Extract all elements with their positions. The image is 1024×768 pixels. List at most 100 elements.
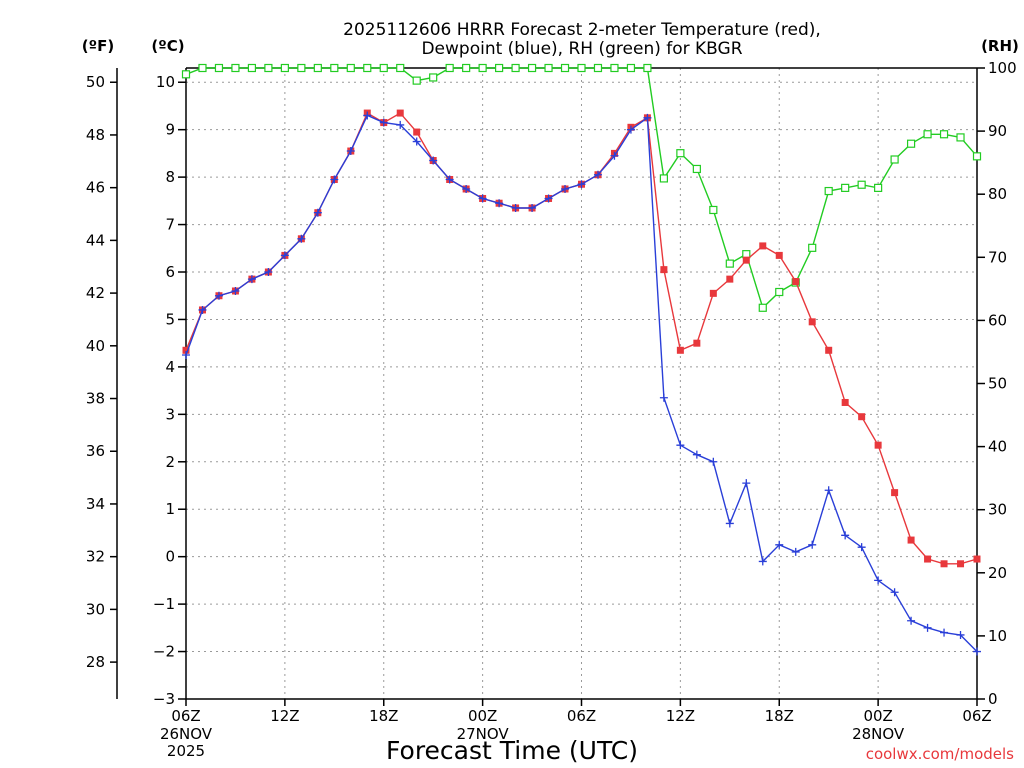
dewpoint-point	[544, 194, 553, 203]
celsius-tick-label: 9	[165, 121, 175, 139]
rh-unit-label: (RH)	[981, 37, 1019, 55]
temperature-point	[891, 489, 899, 497]
rh-point	[725, 259, 734, 268]
temperature-point	[808, 318, 816, 326]
x-tick-date-label: 27NOV	[457, 725, 510, 743]
fahrenheit-tick-label: 30	[86, 600, 105, 618]
dewpoint-point	[643, 113, 652, 122]
rh-tick-label: 60	[988, 311, 1007, 329]
temperature-point	[660, 266, 668, 274]
fahrenheit-tick-label: 34	[86, 495, 105, 513]
dewpoint-point	[610, 151, 619, 160]
dewpoint-point	[841, 531, 850, 540]
dewpoint-point	[692, 450, 701, 459]
temperature-point	[413, 128, 421, 136]
rh-point	[593, 63, 603, 73]
temperature-point	[907, 536, 915, 544]
rh-point	[429, 73, 438, 82]
celsius-tick-label: 8	[165, 168, 175, 186]
rh-point	[956, 133, 965, 142]
dewpoint-point	[280, 251, 289, 260]
rh-point	[214, 63, 224, 73]
x-tick-label: 06Z	[171, 707, 200, 725]
dewpoint-point	[709, 457, 718, 466]
dewpoint-point	[511, 203, 520, 212]
celsius-tick-label: 7	[165, 216, 175, 234]
chart-title-line-1: 2025112606 HRRR Forecast 2-meter Tempera…	[343, 20, 821, 40]
celsius-tick-label: 3	[165, 405, 175, 423]
temperature-point	[676, 346, 684, 354]
temperature-point	[693, 339, 701, 347]
rh-point	[280, 63, 289, 73]
fahrenheit-tick-label: 28	[86, 653, 105, 671]
rh-tick-label: 40	[988, 438, 1007, 456]
x-tick-label: 18Z	[765, 707, 794, 725]
celsius-tick-label: −1	[153, 595, 175, 613]
fahrenheit-tick-label: 42	[86, 284, 105, 302]
fahrenheit-tick-label: 48	[86, 126, 105, 144]
rh-point	[939, 130, 949, 139]
rh-point	[297, 63, 306, 73]
dewpoint-point	[363, 111, 372, 120]
x-tick-label: 12Z	[270, 707, 299, 725]
dewpoint-point	[330, 175, 339, 184]
temperature-point	[396, 109, 404, 117]
temperature-point	[825, 346, 833, 354]
rh-point	[346, 63, 355, 73]
dewpoint-point	[824, 486, 833, 495]
x-tick-date-label: 28NOV	[852, 725, 905, 743]
x-tick-label: 00Z	[863, 707, 892, 725]
celsius-tick-label: 0	[165, 548, 175, 566]
chart-title-line-2: Dewpoint (blue), RH (green) for KBGR	[421, 39, 742, 59]
temperature-point	[940, 560, 948, 568]
rh-point	[923, 130, 932, 139]
temperature-point	[742, 256, 750, 264]
x-tick-label: 00Z	[468, 707, 497, 725]
celsius-tick-label: −3	[153, 690, 175, 708]
celsius-tick-label: 6	[165, 263, 175, 281]
rh-point	[445, 63, 454, 73]
temperature-point	[726, 275, 734, 283]
dewpoint-point	[742, 479, 751, 488]
temperature-point	[841, 398, 849, 406]
dewpoint-point	[923, 623, 932, 632]
rh-tick-label: 10	[988, 627, 1007, 645]
dewpoint-point	[247, 275, 256, 284]
rh-point	[396, 63, 405, 73]
celsius-unit-label: (ºC)	[151, 37, 184, 55]
temperature-point	[858, 413, 866, 421]
dewpoint-point	[626, 125, 635, 134]
rh-point	[742, 250, 751, 259]
temperature-point	[709, 289, 717, 297]
celsius-tick-label: 2	[165, 453, 175, 471]
x-tick-label: 18Z	[369, 707, 398, 725]
rh-point	[824, 186, 833, 196]
rh-point	[560, 63, 570, 73]
dewpoint-point	[495, 199, 504, 208]
x-tick-label: 06Z	[962, 707, 991, 725]
celsius-tick-label: 4	[165, 358, 175, 376]
dewpoint-point	[412, 137, 421, 146]
rh-point	[626, 63, 636, 73]
dewpoint-point	[791, 547, 800, 556]
rh-point	[313, 63, 322, 73]
fahrenheit-tick-label: 50	[86, 73, 105, 91]
dewpoint-point	[214, 291, 223, 300]
dewpoint-point	[528, 203, 537, 212]
dewpoint-point	[445, 175, 454, 184]
rh-point	[972, 152, 982, 161]
rh-tick-label: 20	[988, 564, 1007, 582]
dewpoint-point	[297, 234, 306, 243]
dewpoint-point	[264, 268, 273, 277]
rh-point	[330, 63, 339, 73]
rh-tick-label: 90	[988, 122, 1007, 140]
fahrenheit-tick-label: 46	[86, 179, 105, 197]
x-tick-label: 12Z	[666, 707, 695, 725]
rh-point	[379, 63, 388, 73]
dewpoint-point	[379, 118, 388, 127]
rh-point	[841, 183, 850, 192]
celsius-tick-label: 5	[165, 310, 175, 328]
